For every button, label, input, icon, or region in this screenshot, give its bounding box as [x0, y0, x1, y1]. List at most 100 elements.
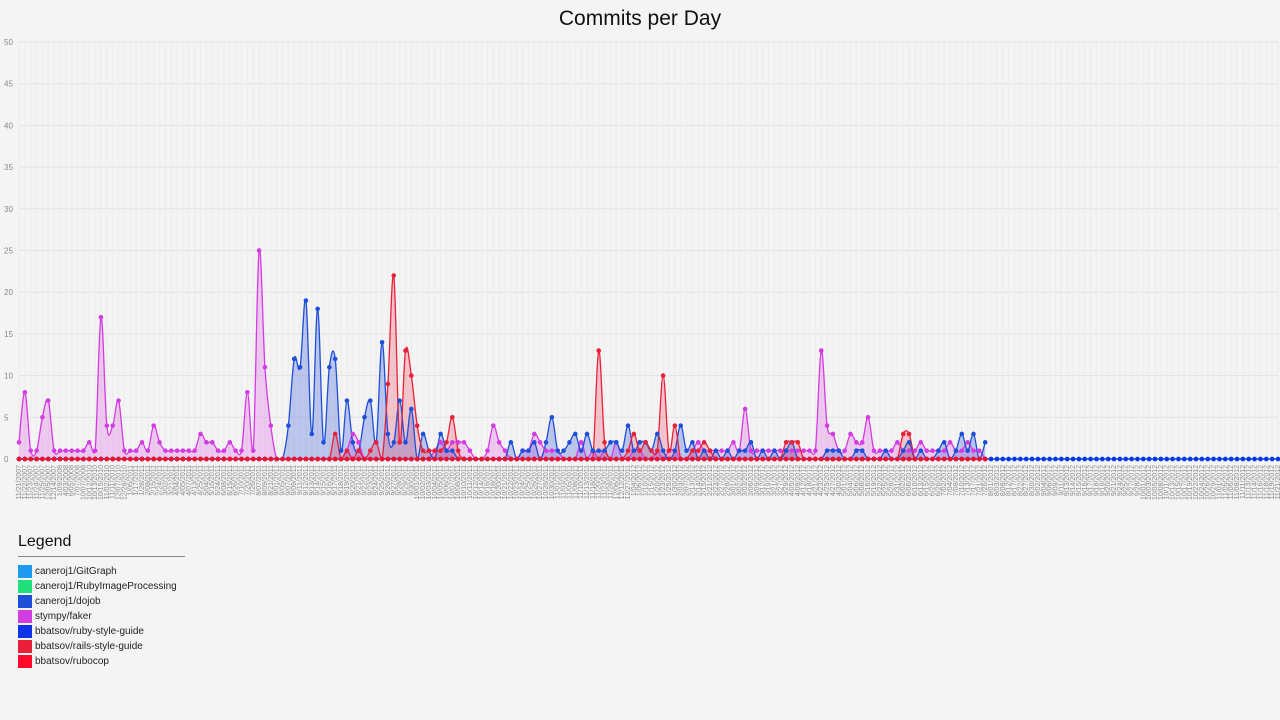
point-stympy-faker [532, 431, 537, 437]
x-tick-label: 6/10/2012 [912, 465, 919, 496]
point-stympy-faker [789, 448, 795, 453]
x-tick-label: 10/07/2008 [80, 465, 87, 500]
x-tick-label: 2/14/2012 [695, 465, 702, 496]
point-stympy-faker [924, 448, 929, 453]
x-tick-label: 3/21/2011 [168, 465, 175, 496]
point-bbatsov-rubocop [321, 456, 326, 462]
point-bbatsov-ruby-style-guide [1059, 456, 1064, 462]
point-stympy-faker [34, 448, 39, 453]
point-bbatsov-rubocop [584, 456, 590, 462]
point-bbatsov-ruby-style-guide [1105, 456, 1111, 462]
point-bbatsov-rubocop [789, 456, 795, 462]
point-caneroj1-dojob [748, 440, 754, 445]
point-caneroj1-dojob [936, 448, 941, 453]
point-bbatsov-rubocop [262, 456, 268, 462]
point-stympy-faker [139, 440, 145, 445]
point-caneroj1-dojob [900, 448, 906, 453]
x-tick-label: 1/09/2008 [57, 465, 64, 496]
point-bbatsov-rubocop [455, 456, 461, 462]
point-caneroj1-dojob [982, 440, 988, 445]
point-bbatsov-rubocop [450, 456, 455, 462]
point-caneroj1-dojob [327, 364, 332, 370]
point-bbatsov-rubocop [660, 456, 666, 462]
point-stympy-faker [824, 423, 830, 428]
point-bbatsov-rubocop [848, 456, 853, 462]
x-tick-label: 2/28/2012 [725, 465, 732, 496]
legend-swatch [18, 565, 32, 578]
point-stympy-faker [889, 448, 894, 453]
point-bbatsov-rails-style-guide [643, 440, 648, 445]
x-tick-label: 9/14/2011 [315, 465, 322, 496]
point-bbatsov-rubocop [959, 456, 965, 462]
point-bbatsov-rubocop [81, 456, 86, 462]
point-bbatsov-rubocop [502, 456, 508, 462]
point-stympy-faker [731, 440, 736, 445]
point-bbatsov-rubocop [34, 456, 39, 462]
point-stympy-faker [695, 440, 701, 445]
legend-items: caneroj1/GitGraph caneroj1/RubyImageProce… [18, 564, 185, 669]
y-tick-label: 15 [4, 330, 13, 339]
point-stympy-faker [127, 448, 133, 453]
x-tick-label: 9/18/2011 [338, 465, 345, 496]
point-bbatsov-rails-style-guide [385, 381, 391, 387]
x-tick-label: 5/25/2012 [883, 465, 890, 496]
point-caneroj1-dojob [508, 440, 514, 445]
point-stympy-faker [157, 440, 162, 445]
x-tick-label: 1/04/2012 [631, 465, 638, 496]
point-bbatsov-rubocop [198, 456, 203, 462]
x-tick-label: 7/21/2012 [976, 465, 983, 496]
point-bbatsov-rubocop [684, 456, 689, 462]
x-tick-label: 3/01/2012 [730, 465, 737, 496]
point-bbatsov-rubocop [690, 456, 695, 462]
x-tick-label: 11/21/2007 [16, 465, 23, 500]
point-stympy-faker [180, 448, 186, 453]
point-bbatsov-ruby-style-guide [1082, 456, 1088, 462]
point-bbatsov-rubocop [315, 456, 320, 462]
point-stympy-faker [895, 440, 900, 445]
point-bbatsov-ruby-style-guide [1228, 456, 1234, 462]
point-stympy-faker [256, 248, 262, 253]
point-caneroj1-dojob [959, 431, 965, 437]
x-tick-label: 9/04/2012 [1041, 465, 1048, 496]
point-bbatsov-rubocop [245, 456, 250, 462]
point-caneroj1-dojob [742, 448, 748, 453]
x-tick-label: 2/08/2011 [145, 465, 152, 496]
point-bbatsov-rubocop [573, 456, 578, 462]
x-tick-label: 7/04/2012 [947, 465, 954, 496]
x-tick-label: 9/02/2012 [1035, 465, 1042, 496]
point-caneroj1-dojob [561, 448, 566, 453]
point-stympy-faker [871, 448, 877, 453]
x-tick-label: 5/19/2012 [871, 465, 878, 496]
x-tick-label: 8/21/2011 [268, 465, 275, 496]
x-tick-label: 7/26/2012 [982, 465, 989, 496]
point-bbatsov-rubocop [643, 456, 648, 462]
point-caneroj1-dojob [362, 415, 367, 420]
x-tick-label: 2/03/2012 [678, 465, 685, 496]
point-bbatsov-rubocop [900, 456, 906, 462]
point-stympy-faker [250, 448, 256, 453]
point-bbatsov-ruby-style-guide [1182, 456, 1187, 462]
x-tick-label: 8/07/2011 [256, 465, 263, 496]
point-bbatsov-ruby-style-guide [1164, 456, 1170, 462]
point-bbatsov-rubocop [514, 456, 520, 462]
point-bbatsov-rubocop [385, 456, 391, 462]
legend-item: caneroj1/dojob [18, 594, 185, 609]
line-caneroj1-dojob [19, 298, 986, 460]
point-stympy-faker [965, 440, 970, 445]
point-bbatsov-rubocop [754, 456, 760, 462]
point-caneroj1-dojob [625, 423, 631, 428]
x-tick-label: 11/23/2011 [602, 465, 609, 499]
x-tick-label: 9/09/2012 [1052, 465, 1059, 496]
x-tick-label: 2/15/2012 [701, 465, 708, 496]
x-tick-label: 8/30/2012 [1029, 465, 1036, 496]
point-bbatsov-rubocop [227, 456, 233, 462]
x-tick-label: 10/30/2011 [549, 465, 556, 500]
x-tick-label: 10/10/2011 [461, 465, 468, 500]
point-bbatsov-rubocop [286, 456, 291, 462]
point-caneroj1-dojob [590, 448, 596, 453]
x-tick-label: 5/08/2012 [859, 465, 866, 496]
point-caneroj1-dojob [303, 298, 309, 303]
point-caneroj1-dojob [420, 431, 426, 437]
point-stympy-faker [198, 431, 203, 437]
x-tick-label: 11/21/2012 [1275, 465, 1280, 500]
